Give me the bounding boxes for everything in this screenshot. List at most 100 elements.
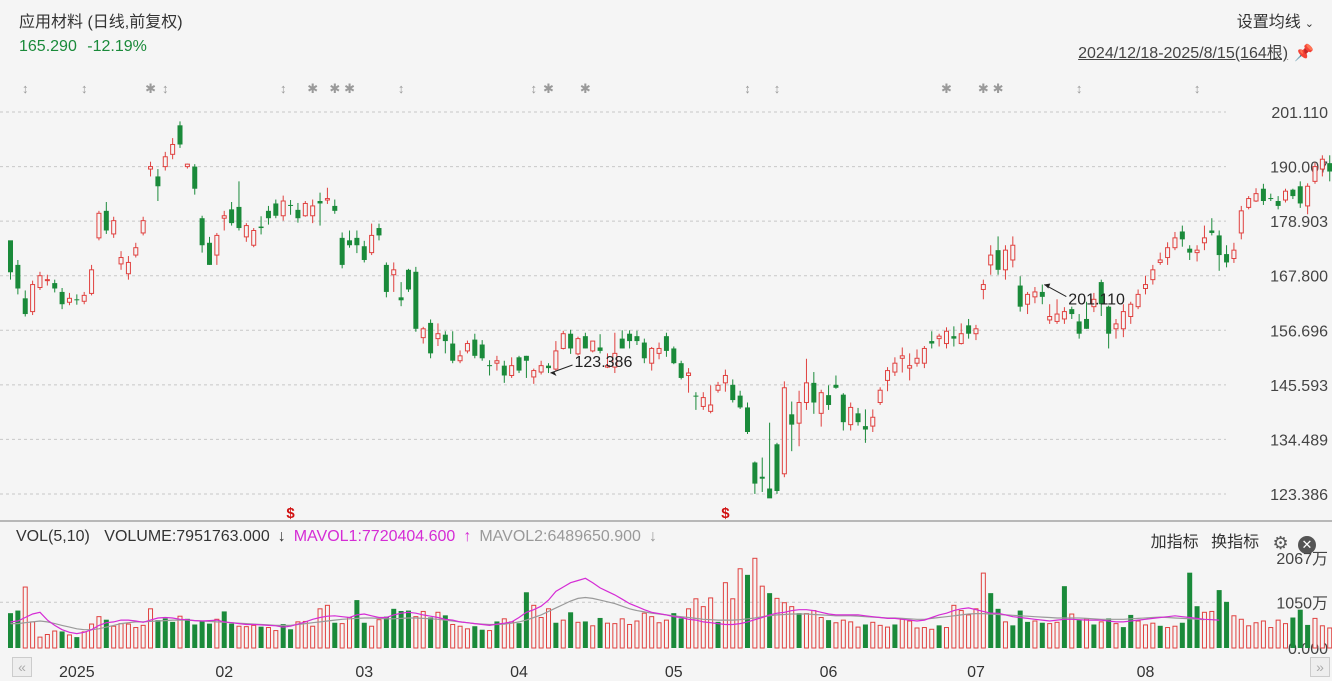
annotation-leader (550, 364, 573, 374)
switch-indicator-button[interactable]: 换指标 (1211, 534, 1260, 551)
candle-body (1010, 244, 1016, 261)
candle (472, 333, 478, 359)
pin-icon[interactable]: 📌 (1294, 45, 1314, 62)
candle-body (1216, 235, 1222, 256)
panel-divider[interactable] (0, 520, 1332, 522)
volume-bar (1084, 618, 1090, 649)
set-ma-button[interactable]: 设置均线 ⌄ (1237, 8, 1314, 32)
candle-body (929, 341, 935, 344)
volume-bar (1039, 622, 1045, 648)
candle-body (1209, 230, 1215, 233)
candle (877, 387, 883, 405)
volume-bar (722, 582, 728, 649)
volume-bar (1231, 615, 1237, 649)
volume-bar (295, 621, 301, 649)
scroll-right-button[interactable]: » (1310, 657, 1330, 677)
volume-bar (1216, 590, 1222, 648)
event-marker-icon: ✱ (580, 81, 591, 96)
volume-bar (700, 606, 706, 649)
volume-bar (273, 630, 279, 649)
candle (737, 390, 743, 409)
candle (243, 223, 249, 242)
volume-bar (332, 622, 338, 648)
candle (442, 331, 448, 354)
price-tick-label: 134.489 (1270, 432, 1328, 449)
add-indicator-button[interactable]: 加指标 (1150, 534, 1199, 551)
candle-body (398, 297, 404, 301)
volume-bar (243, 626, 249, 649)
volume-bar (428, 617, 434, 648)
candle (81, 291, 87, 305)
volume-bar (745, 574, 750, 648)
candle (1268, 193, 1274, 202)
candle (369, 223, 375, 256)
candle-body (1098, 282, 1104, 305)
close-icon[interactable]: ✕ (1298, 536, 1316, 554)
volume-bar (877, 624, 883, 649)
candle (1098, 279, 1104, 317)
volume-bar (943, 627, 949, 649)
candle (767, 422, 773, 499)
candle (980, 279, 986, 300)
volume-bar (1002, 621, 1008, 649)
volume-bar (15, 610, 21, 648)
candle-body (1054, 313, 1060, 322)
candle (413, 266, 419, 332)
volume-bar (302, 620, 308, 649)
candle-body (531, 370, 537, 378)
candle (597, 334, 603, 354)
volume-bar (214, 618, 220, 649)
event-marker-icon: ✱ (307, 81, 318, 96)
candle (354, 230, 360, 254)
volume-bar (1142, 624, 1148, 649)
volume-bar (840, 619, 846, 649)
volume-bar (1157, 625, 1163, 648)
candle-body (604, 365, 610, 368)
volume-bar (1290, 617, 1296, 648)
volume-bar (899, 618, 905, 649)
candle-body (818, 392, 824, 414)
candle-body (1150, 269, 1156, 281)
volume-bar (1305, 624, 1311, 648)
volume-arrow-icon: ↓ (277, 528, 286, 545)
candle-body (943, 330, 949, 345)
volume-bar (1268, 627, 1274, 649)
volume-bar (420, 610, 426, 649)
mavol2-arrow-icon: ↓ (648, 528, 657, 545)
candle (184, 163, 190, 169)
candlestick-chart[interactable]: 201.110 190.007 178.903 167.800 156.696 145.5… (0, 60, 1332, 520)
price-change: -12.19% (87, 38, 147, 55)
candle-body (1179, 231, 1185, 240)
candle-body (509, 365, 515, 376)
volume-bar (1246, 625, 1252, 649)
candle-body (634, 336, 640, 342)
candle-body (1238, 210, 1244, 234)
candle (1061, 307, 1067, 324)
volume-bar (74, 637, 80, 648)
date-range-link[interactable]: 2024/12/18-2025/8/15(164根) 📌 (1078, 39, 1314, 63)
candle-body (487, 365, 493, 367)
candle-body (37, 275, 43, 289)
candle-body (273, 203, 279, 216)
candle (420, 326, 426, 344)
candle-body (494, 360, 500, 364)
volume-bar (369, 625, 375, 649)
candle-body (575, 338, 581, 355)
volume-bar (885, 626, 891, 649)
candle-body (1017, 285, 1023, 307)
mavol1-value: MAVOL1:7720404.600 (293, 528, 456, 545)
volume-bar (354, 600, 360, 648)
gear-icon[interactable]: ⚙ (1272, 533, 1289, 553)
candle-body (420, 328, 426, 339)
candle (8, 240, 13, 280)
volume-bar (450, 623, 456, 649)
candle-body (15, 264, 21, 289)
volume-bar (162, 618, 168, 648)
candle-body (708, 404, 714, 412)
volume-bar (1172, 625, 1178, 649)
volume-bar (730, 598, 736, 649)
volume-bar (1165, 627, 1171, 649)
volume-chart[interactable]: 2067万1050万0.000 (0, 540, 1332, 655)
scroll-left-button[interactable]: « (12, 657, 32, 677)
volume-bar (324, 604, 330, 649)
